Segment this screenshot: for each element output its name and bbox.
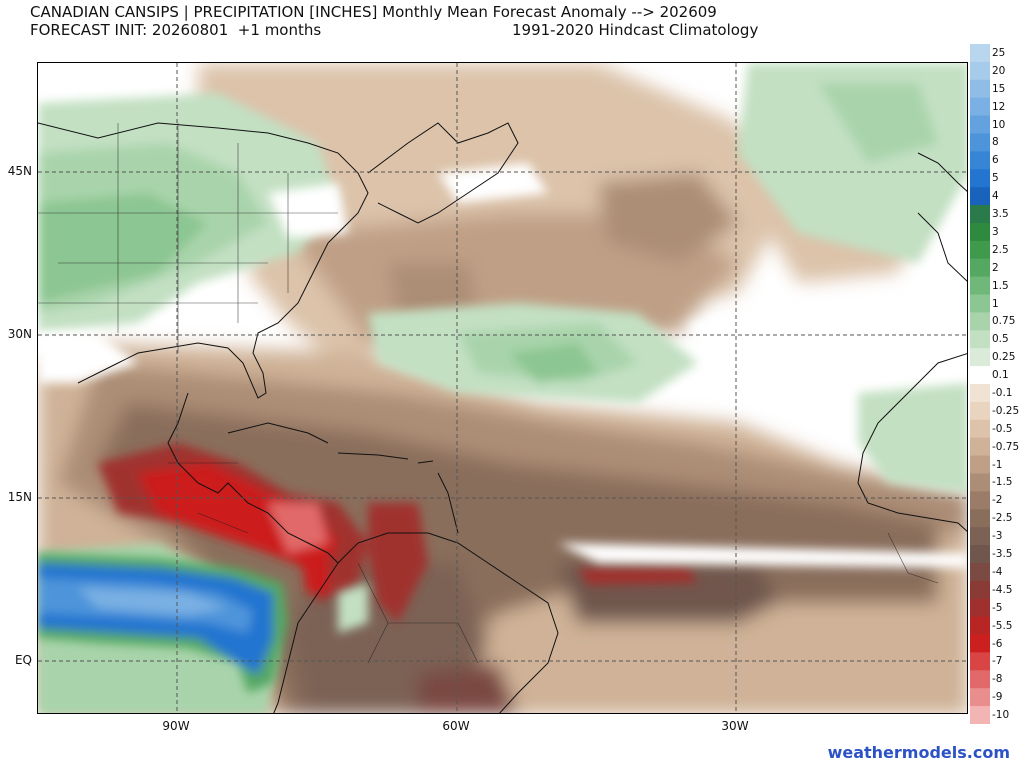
- colorbar-label: -6: [992, 637, 1003, 650]
- colorbar-swatch: [970, 205, 990, 224]
- colorbar-label: -4.5: [992, 583, 1013, 596]
- colorbar-label: -5: [992, 601, 1003, 614]
- colorbar-swatch: [970, 240, 990, 260]
- colorbar-swatch: [970, 562, 990, 582]
- colorbar-swatch: [970, 509, 990, 528]
- colorbar-swatch: [970, 491, 990, 510]
- colorbar-swatch: [970, 616, 990, 636]
- colorbar-swatch: [970, 222, 990, 242]
- colorbar-label: 4: [992, 190, 999, 203]
- colorbar-swatch: [970, 419, 990, 439]
- colorbar-label: -9: [992, 691, 1003, 704]
- colorbar-label: -0.1: [992, 386, 1013, 399]
- colorbar-swatch: [970, 330, 990, 349]
- colorbar-swatch: [970, 187, 990, 206]
- near-zero-bands: [38, 163, 967, 568]
- colorbar-swatch: [970, 634, 990, 653]
- state-borders: [38, 123, 939, 664]
- credit-watermark: weathermodels.com: [827, 743, 1010, 762]
- precipitation-anomaly-map: [38, 63, 967, 713]
- colorbar-label: -3: [992, 530, 1003, 543]
- colorbar-swatch: [970, 258, 990, 278]
- colorbar-label: -7: [992, 655, 1003, 668]
- colorbar-label: 6: [992, 154, 999, 167]
- lon-label-60w: 60W: [442, 719, 470, 733]
- colorbar-swatch: [970, 527, 990, 546]
- colorbar-swatch: [970, 437, 990, 457]
- colorbar-label: -10: [992, 709, 1010, 722]
- lat-label-eq: EQ: [14, 653, 32, 667]
- colorbar-label: -0.75: [992, 440, 1020, 453]
- colorbar-swatch: [970, 115, 990, 134]
- colorbar-label: -5.5: [992, 619, 1013, 632]
- colorbar-label: 12: [992, 100, 1006, 113]
- wet-anomaly-field: [38, 63, 967, 713]
- colorbar-swatch: [970, 688, 990, 707]
- pacific-wet-anomaly: [38, 553, 288, 693]
- colorbar-swatch: [970, 670, 990, 689]
- lat-lon-grid: [38, 63, 967, 713]
- colorbar-label: -1.5: [992, 476, 1013, 489]
- colorbar-swatch: [970, 79, 990, 99]
- colorbar-label: 2: [992, 261, 999, 274]
- colorbar-label: 25: [992, 46, 1006, 59]
- colorbar-label: 5: [992, 172, 999, 185]
- map-panel: [37, 62, 968, 714]
- colorbar-label: 0.25: [992, 351, 1016, 364]
- lon-label-30w: 30W: [721, 719, 749, 733]
- colorbar-swatch: [970, 580, 990, 600]
- lat-label-15n: 15N: [7, 490, 32, 504]
- colorbar-swatch: [970, 598, 990, 618]
- colorbar-swatch: [970, 61, 990, 81]
- colorbar-swatch: [970, 151, 990, 170]
- colorbar-swatch: [970, 276, 990, 296]
- coastlines: [38, 122, 967, 713]
- colorbar-swatch: [970, 652, 990, 671]
- colorbar-swatch: [970, 169, 990, 188]
- colorbar-swatch: [970, 706, 990, 724]
- lon-label-90w: 90W: [162, 719, 190, 733]
- colorbar-swatch: [970, 545, 990, 564]
- climatology-label: 1991-2020 Hindcast Climatology: [512, 21, 759, 39]
- colorbar-swatch: [970, 44, 990, 63]
- colorbar-swatch: [970, 348, 990, 367]
- colorbar-swatch: [970, 366, 990, 385]
- colorbar-label: -0.5: [992, 422, 1013, 435]
- colorbar-swatch: [970, 455, 990, 474]
- colorbar-swatch: [970, 133, 990, 152]
- colorbar-label: 8: [992, 136, 999, 149]
- colorbar-label: 10: [992, 118, 1006, 131]
- colorbar-label: -4: [992, 565, 1003, 578]
- colorbar-label: 1: [992, 297, 999, 310]
- colorbar-label: 2.5: [992, 243, 1009, 256]
- map-title-line2: FORECAST INIT: 20260801 +1 months: [30, 21, 322, 39]
- colorbar-swatch: [970, 401, 990, 421]
- colorbar-swatch: [970, 312, 990, 331]
- colorbar-swatch: [970, 97, 990, 117]
- colorbar-label: 0.5: [992, 333, 1009, 346]
- colorbar: [970, 44, 990, 724]
- colorbar-label: -8: [992, 673, 1003, 686]
- colorbar-label: 0.75: [992, 315, 1016, 328]
- lat-label-30n: 30N: [7, 327, 32, 341]
- colorbar-label: -2: [992, 494, 1003, 507]
- colorbar-label: -1: [992, 458, 1003, 471]
- colorbar-swatch: [970, 384, 990, 403]
- colorbar-label: 15: [992, 82, 1006, 95]
- lat-label-45n: 45N: [7, 164, 32, 178]
- colorbar-label: 1.5: [992, 279, 1009, 292]
- colorbar-label: 0.1: [992, 369, 1009, 382]
- colorbar-label: -0.25: [992, 404, 1020, 417]
- colorbar-swatch: [970, 473, 990, 492]
- colorbar-swatch: [970, 294, 990, 313]
- colorbar-label: 3.5: [992, 208, 1009, 220]
- colorbar-label: -3.5: [992, 548, 1013, 560]
- colorbar-label: -2.5: [992, 512, 1013, 525]
- map-title-line1: CANADIAN CANSIPS | PRECIPITATION [INCHES…: [30, 3, 717, 21]
- colorbar-label: 3: [992, 225, 999, 238]
- colorbar-label: 20: [992, 64, 1006, 77]
